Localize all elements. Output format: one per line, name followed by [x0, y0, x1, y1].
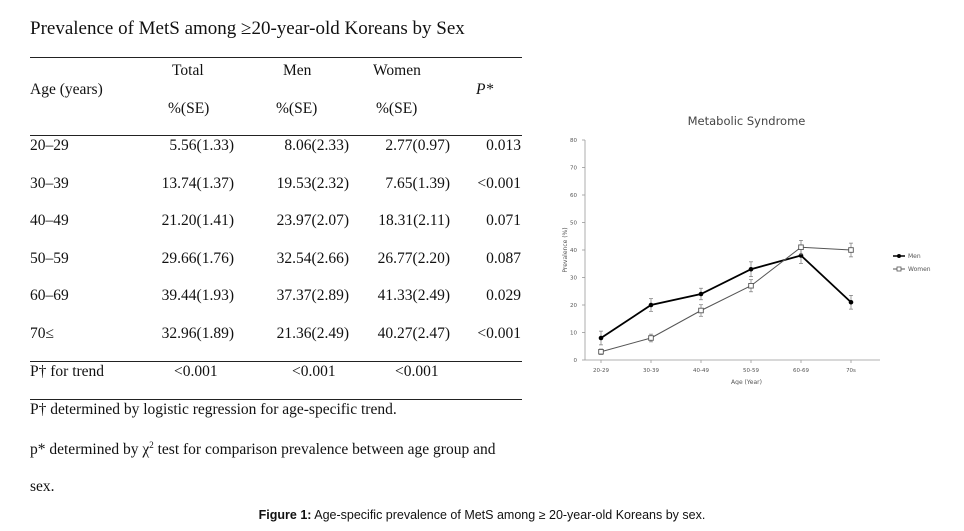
y-axis-label: Prevalence (%): [562, 227, 569, 272]
data-point-women: [798, 244, 804, 250]
header-p: P*: [476, 81, 494, 98]
cell-women: 18.31(2.11): [378, 212, 450, 229]
figure-caption: Figure 1: Age-specific prevalence of Met…: [0, 508, 964, 522]
y-tick-label: 70: [570, 166, 577, 172]
series-line-men: [600, 254, 852, 339]
cell-p: 0.087: [486, 250, 521, 267]
cell-total: 13.74(1.37): [161, 175, 234, 192]
data-point-women: [848, 247, 854, 253]
data-point-men: [648, 302, 654, 308]
x-tick-label: 50-59: [743, 368, 759, 374]
x-tick-label: 30-39: [643, 368, 659, 374]
cell-total: 32.96(1.89): [161, 325, 234, 342]
cell-total: 29.66(1.76): [161, 250, 234, 267]
header-women: Women: [373, 62, 421, 79]
cell-age: 70≤: [30, 325, 55, 342]
data-point-women: [598, 348, 604, 355]
table-bottom-rule: [30, 399, 522, 400]
prevalence-line-chart: Metabolic Syndrome 0 10 20 30 40 50 60 70 80 20-29…: [562, 114, 931, 385]
subheader-women: %(SE): [376, 100, 418, 117]
trend-total: <0.001: [174, 363, 218, 380]
caption-text: Age-specific prevalence of MetS among ≥ …: [311, 508, 706, 522]
table-title: Prevalence of MetS among ≥20-year-old Ko…: [30, 18, 465, 39]
cell-women: 2.77(0.97): [385, 137, 450, 154]
x-tick-label: 70s: [846, 368, 856, 374]
y-tick-label: 20: [570, 303, 577, 309]
data-point-women: [698, 307, 704, 314]
data-point-women: [748, 282, 754, 289]
trend-women: <0.001: [395, 363, 439, 380]
data-point-men: [698, 291, 704, 297]
cell-age: 50–59: [30, 250, 69, 267]
cell-age: 40–49: [30, 212, 69, 229]
legend-marker-women: [896, 266, 902, 272]
header-age: Age (years): [30, 81, 103, 98]
cell-p: 0.013: [486, 137, 521, 154]
y-tick-label: 80: [570, 138, 577, 144]
legend-marker-men: [897, 254, 901, 258]
legend-label-women: Women: [908, 266, 931, 273]
data-point-men: [848, 299, 854, 305]
y-tick-label: 60: [570, 193, 577, 199]
cell-men: 37.37(2.89): [276, 287, 349, 304]
cell-women: 26.77(2.20): [377, 250, 450, 267]
footnote-chi-text: p* determined by χ: [30, 441, 150, 459]
cell-p: 0.071: [486, 212, 521, 229]
data-point-women: [648, 335, 654, 341]
series-line-women: [600, 246, 852, 353]
cell-men: 32.54(2.66): [276, 250, 349, 267]
data-point-men: [748, 266, 754, 272]
subheader-men: %(SE): [276, 100, 318, 117]
y-tick-label: 50: [570, 221, 577, 227]
trend-men: <0.001: [292, 363, 336, 380]
cell-p: <0.001: [477, 325, 521, 342]
footnote-chi-rest: test for comparison prevalence between a…: [153, 441, 496, 459]
cell-total: 39.44(1.93): [161, 287, 234, 304]
y-tick-label: 30: [570, 276, 577, 282]
y-tick-label: 10: [570, 331, 577, 337]
cell-total: 5.56(1.33): [169, 137, 234, 154]
footnote-chi-superscript: 2: [149, 440, 154, 450]
cell-men: 8.06(2.33): [284, 137, 349, 154]
header-total: Total: [172, 62, 204, 79]
cell-age: 60–69: [30, 287, 69, 304]
y-tick-label: 0: [574, 358, 578, 364]
legend-label-men: Men: [908, 253, 921, 260]
x-axis-label: Age (Year): [731, 379, 762, 385]
table-body-rule: [30, 361, 522, 362]
cell-age: 20–29: [30, 137, 69, 154]
table-header-rule: [30, 135, 522, 136]
cell-women: 41.33(2.49): [377, 287, 450, 304]
x-tick-label: 20-29: [593, 368, 609, 374]
cell-men: 19.53(2.32): [276, 175, 349, 192]
footnote-chi-square: p* determined by χ2 test for comparison …: [30, 440, 495, 459]
cell-men: 23.97(2.07): [276, 212, 349, 229]
cell-total: 21.20(1.41): [161, 212, 234, 229]
x-tick-label: 60-69: [793, 368, 809, 374]
x-tick-label: 40-49: [693, 368, 709, 374]
trend-label: P† for trend: [30, 363, 105, 380]
chart-title: Metabolic Syndrome: [688, 114, 806, 128]
subheader-total: %(SE): [168, 100, 210, 117]
caption-label: Figure 1:: [258, 508, 312, 522]
data-point-men: [598, 335, 604, 341]
cell-women: 7.65(1.39): [385, 175, 450, 192]
cell-women: 40.27(2.47): [377, 325, 450, 342]
footnote-sex: sex.: [30, 478, 55, 495]
footnote-trend: P† determined by logistic regression for…: [30, 401, 397, 418]
cell-age: 30–39: [30, 175, 69, 192]
header-men: Men: [283, 62, 312, 79]
y-tick-label: 40: [570, 248, 577, 254]
cell-men: 21.36(2.49): [276, 325, 349, 342]
table-top-rule: [30, 57, 522, 58]
cell-p: <0.001: [477, 175, 521, 192]
cell-p: 0.029: [486, 287, 521, 304]
